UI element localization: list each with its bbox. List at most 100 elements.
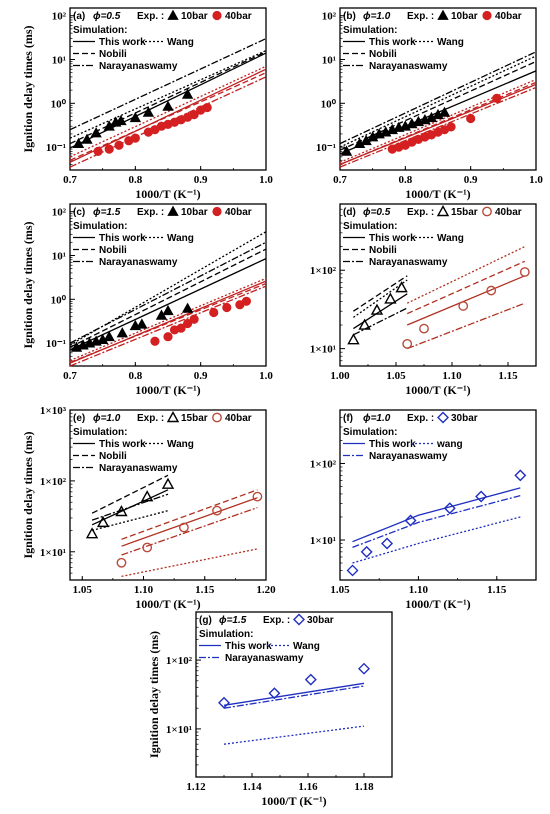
exp-label: Exp. : [137,413,164,424]
data-point-40bar [179,522,189,533]
panel-label: (g) [199,615,212,626]
legend-marker [482,10,492,21]
y-tick-label: 1×10¹ [166,724,192,736]
x-tick-label: 1.05 [330,584,350,596]
legend-marker [437,9,449,20]
x-tick-label: 1.16 [298,781,318,793]
sim-curve-this-work [339,83,537,166]
legend-sim-name: Nobili [99,245,127,256]
legend-title: Simulation: [343,427,397,438]
sim-curve-this-work [223,682,365,706]
panel-label: (f) [343,413,353,424]
sim-curve-narayanaswamy [91,493,169,521]
legend-sim-name: Narayanaswamy [99,257,178,268]
sim-curve-this-work [121,497,258,547]
legend-marker [436,205,450,217]
plot-frame [339,203,537,367]
exp-label: Exp. : [407,11,434,22]
legend-sim-name: Wang [293,641,320,652]
x-tick-label: 1.10 [409,584,429,596]
panel-label: (b) [343,11,356,22]
sim-curve-wang [223,725,365,745]
data-point-40bar [150,336,160,346]
data-point-40bar [189,314,199,324]
sim-curve-wang [121,548,258,578]
plot-frame [195,611,393,778]
data-point-40bar [163,332,173,342]
sim-curve-wang [91,510,169,532]
data-point-40bar [241,296,251,306]
x-tick-label: 1.15 [195,584,215,596]
legend-sim-name: Narayanaswamy [369,451,448,462]
sim-curve-wang [352,516,521,564]
data-point-10bar [103,330,115,342]
sim-curve-narayanaswamy [69,38,267,131]
x-axis-label: 1000/T (K⁻¹) [261,794,326,808]
sim-curve-narayanaswamy [69,285,267,367]
sim-curve-this-work [69,68,267,163]
y-axis-label: Ignition delay times (ms) [21,222,35,349]
x-tick-label: 0.9 [194,370,208,382]
legend-sim-name: Narayanaswamy [99,61,178,72]
exp-label: Exp. : [137,207,164,218]
y-tick-label: 1×10² [40,476,67,488]
legend-title: Simulation: [73,221,127,232]
legend-sim-name: Narayanaswamy [225,653,304,664]
data-point-40bar [104,144,114,154]
sim-curve-this-work [352,487,521,543]
y-tick-label: 10² [52,207,67,219]
data-point-15bar [370,303,384,315]
data-point-30bar [268,687,281,700]
legend-exp-name: 15bar [181,413,208,424]
legend-marker [212,412,222,423]
data-point-10bar [90,127,102,138]
x-tick-label: 0.7 [63,174,77,186]
data-point-10bar [115,114,127,126]
sim-curve-nobili [353,275,408,312]
panel-label: (a) [73,11,85,22]
legend-exp-name: 30bar [307,615,334,626]
x-tick-label: 0.8 [128,370,142,382]
phi-label: ϕ=1.5 [219,615,247,626]
data-point-30bar [346,564,359,577]
legend-exp-name: 10bar [451,11,478,22]
legend-sim-name: Wang [167,37,194,48]
x-tick-label: 1.12 [186,781,206,793]
legend-sim-name: Wang [167,439,194,450]
sim-curve-wang [353,279,408,318]
x-axis-label: 1000/T (K⁻¹) [135,187,200,201]
legend-marker [437,411,449,424]
data-point-40bar [519,267,530,277]
x-axis-label: 1000/T (K⁻¹) [135,597,200,611]
panel-label: (d) [343,207,356,218]
data-point-40bar [130,133,140,143]
legend-marker [212,10,222,21]
legend-exp-name: 40bar [225,207,252,218]
data-point-40bar [419,323,429,334]
data-point-10bar [438,106,451,117]
data-point-40bar [183,318,193,329]
x-tick-label: 0.8 [398,174,412,186]
legend-exp-name: 40bar [495,207,522,218]
y-tick-label: 1×10² [310,458,337,470]
x-axis-label: 1000/T (K⁻¹) [135,383,200,397]
sim-curve-narayanaswamy [406,302,526,350]
data-point-10bar [181,302,194,313]
legend-sim-name: Nobili [369,49,397,60]
sim-curve-nobili [121,489,258,540]
data-point-40bar [458,301,469,311]
panel-g: 1.12 1.14 1.16 1.18 1×10¹ 1×10² 1000/T (K⁻¹) Ig… [147,611,393,808]
y-tick-label: 1×10¹ [40,547,66,559]
x-tick-label: 1.18 [354,781,374,793]
y-axis-label: Ignition delay times (ms) [147,631,161,758]
data-point-40bar [466,113,476,124]
plot-frame [339,409,537,581]
legend-title: Simulation: [199,629,253,640]
sim-curve-narayanaswamy [69,241,267,344]
data-point-10bar [181,88,194,99]
exp-label: Exp. : [407,207,434,218]
y-tick-label: 10¹ [322,55,336,67]
legend-sim-name: Narayanaswamy [369,61,448,72]
data-point-15bar [395,281,408,293]
sim-curve-wang [406,246,526,304]
